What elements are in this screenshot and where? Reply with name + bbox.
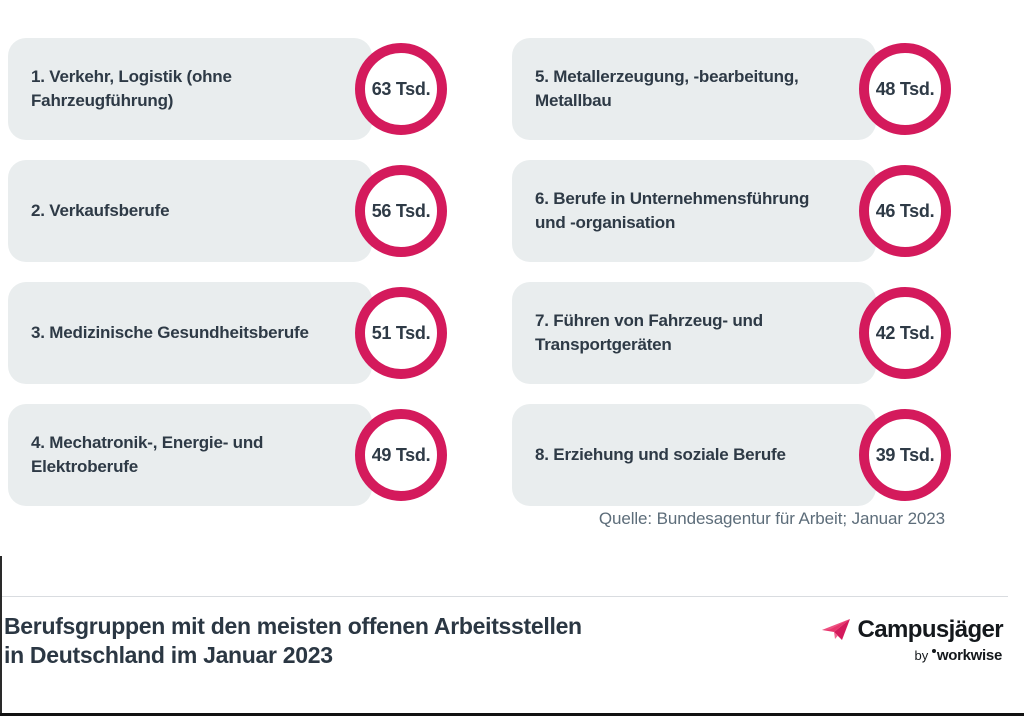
job-card-label: 3. Medizinische Gesundheitsberufe (31, 322, 309, 342)
job-card-label: 1. Verkehr, Logistik (ohne Fahrzeugführu… (31, 66, 232, 110)
page-title: Berufsgruppen mit den meisten offenen Ar… (4, 613, 582, 668)
job-card-grid: 1. Verkehr, Logistik (ohne Fahrzeugführu… (8, 38, 951, 506)
job-card-label: 6. Berufe in Unternehmensführung und -or… (535, 188, 810, 232)
value-text: 56 Tsd. (371, 200, 431, 221)
value-text: 42 Tsd. (875, 322, 935, 343)
screen-edge-line-bottom (0, 713, 1024, 716)
value-text: 51 Tsd. (371, 322, 431, 343)
value-text: 48 Tsd. (875, 78, 935, 99)
divider-line (0, 596, 1008, 597)
job-card-8: 8. Erziehung und soziale Berufe 39 Tsd. (512, 404, 951, 506)
job-card-4: 4. Mechatronik-, Energie- und Elektrober… (8, 404, 447, 506)
job-card-label: 2. Verkaufsberufe (31, 200, 170, 220)
value-badge: 56 Tsd. (355, 165, 447, 257)
workwise-mark-icon (931, 649, 936, 653)
job-card-label: 5. Metallerzeugung, -bearbeitung, Metall… (535, 66, 799, 110)
value-badge: 51 Tsd. (355, 287, 447, 379)
byline-prefix: by (914, 648, 929, 663)
byline-brand: workwise (936, 647, 1002, 664)
value-badge: 63 Tsd. (355, 43, 447, 135)
job-card-label: 7. Führen von Fahrzeug- und Transportger… (535, 310, 763, 354)
job-card-7: 7. Führen von Fahrzeug- und Transportger… (512, 282, 951, 384)
job-card-2: 2. Verkaufsberufe 56 Tsd. (8, 160, 447, 262)
value-badge: 49 Tsd. (355, 409, 447, 501)
value-badge: 46 Tsd. (859, 165, 951, 257)
value-text: 49 Tsd. (371, 444, 431, 465)
source-note: Quelle: Bundesagentur für Arbeit; Januar… (598, 509, 945, 528)
value-text: 39 Tsd. (875, 444, 935, 465)
brand-name: Campusjäger (857, 616, 1004, 643)
job-card-6: 6. Berufe in Unternehmensführung und -or… (512, 160, 951, 262)
screen-edge-line-left (0, 556, 2, 716)
campusjaeger-logo: Campusjäger by workwise (821, 616, 1004, 664)
byline: by workwise (821, 647, 1003, 664)
value-text: 63 Tsd. (371, 78, 431, 99)
value-badge: 42 Tsd. (859, 287, 951, 379)
job-card-3: 3. Medizinische Gesundheitsberufe 51 Tsd… (8, 282, 447, 384)
value-badge: 39 Tsd. (859, 409, 951, 501)
paper-plane-icon (821, 618, 851, 643)
value-text: 46 Tsd. (875, 200, 935, 221)
value-badge: 48 Tsd. (859, 43, 951, 135)
job-card-label: 8. Erziehung und soziale Berufe (535, 444, 786, 464)
job-card-label: 4. Mechatronik-, Energie- und Elektrober… (31, 432, 264, 476)
job-card-5: 5. Metallerzeugung, -bearbeitung, Metall… (512, 38, 951, 140)
job-card-1: 1. Verkehr, Logistik (ohne Fahrzeugführu… (8, 38, 447, 140)
